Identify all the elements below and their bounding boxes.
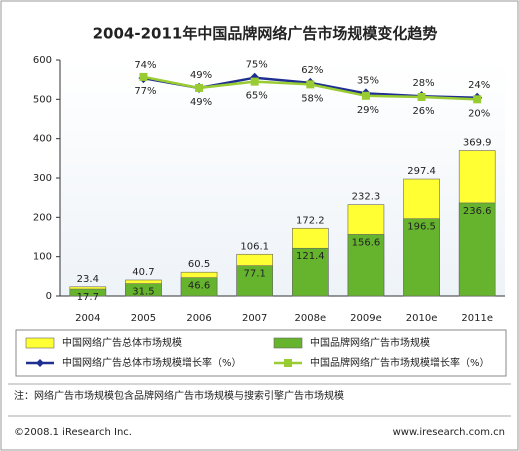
bar — [125, 283, 162, 297]
data-label: 77% — [134, 86, 156, 97]
x-tick-label: 2011e — [461, 313, 493, 324]
data-label: 49% — [190, 97, 212, 108]
data-label: 31.5 — [132, 287, 154, 298]
data-label: 60.5 — [188, 259, 210, 270]
marker — [473, 95, 482, 104]
marker — [195, 83, 204, 92]
data-label: 58% — [301, 93, 323, 104]
data-label: 28% — [412, 78, 434, 89]
note: 注：网络广告市场规模包含品牌网络广告市场规模与搜索引擎广告市场规模 — [14, 389, 344, 402]
data-label: 35% — [357, 75, 379, 86]
data-label: 196.5 — [407, 222, 436, 233]
y-tick-label: 300 — [33, 173, 52, 184]
data-label: 62% — [301, 65, 323, 76]
data-label: 156.6 — [352, 237, 381, 248]
legend-label: 中国网络广告总体市场规模增长率（%） — [62, 356, 242, 369]
data-label: 40.7 — [132, 267, 154, 278]
x-tick-label: 2009e — [350, 313, 382, 324]
bar — [403, 218, 440, 297]
legend-marker — [36, 359, 44, 367]
data-label: 75% — [246, 60, 268, 71]
data-label: 65% — [246, 91, 268, 102]
legend-swatch — [273, 337, 303, 349]
legend-box — [15, 329, 507, 377]
y-tick-label: 0 — [46, 291, 52, 302]
marker — [250, 77, 259, 86]
data-label: 232.3 — [352, 192, 381, 203]
legend-swatch — [25, 337, 55, 349]
data-label: 121.4 — [296, 251, 325, 262]
data-label: 369.9 — [463, 138, 492, 149]
y-tick-label: 200 — [33, 212, 52, 223]
y-tick-label: 500 — [33, 94, 52, 105]
marker — [306, 80, 315, 89]
data-label: 74% — [134, 60, 156, 71]
data-label: 46.6 — [188, 281, 210, 292]
data-label: 20% — [468, 108, 490, 119]
legend-label: 中国品牌网络广告市场规模 — [310, 336, 430, 349]
x-tick-label: 2008e — [295, 313, 327, 324]
bar — [458, 202, 496, 297]
legend-label: 中国品牌网络广告市场规模增长率（%） — [310, 356, 490, 369]
bar — [69, 288, 107, 297]
data-label: 106.1 — [240, 241, 269, 252]
data-label: 17.7 — [77, 292, 99, 303]
x-tick-label: 2005 — [131, 313, 156, 324]
data-label: 23.4 — [77, 274, 99, 285]
data-label: 236.6 — [463, 206, 492, 217]
x-tick-label: 2007 — [242, 313, 267, 324]
bar — [347, 234, 385, 297]
website: www.iresearch.com.cn — [393, 427, 505, 438]
marker — [361, 91, 370, 100]
marker — [139, 72, 148, 81]
x-tick-label: 2006 — [186, 313, 211, 324]
data-label: 29% — [357, 105, 379, 116]
chart-title: 2004-2011年中国品牌网络广告市场规模变化趋势 — [93, 25, 438, 43]
data-label: 49% — [190, 70, 212, 81]
y-tick-label: 400 — [33, 134, 52, 145]
y-tick-label: 600 — [33, 55, 52, 66]
y-tick-label: 100 — [33, 252, 52, 263]
x-tick-label: 2004 — [75, 313, 100, 324]
source: ©2008.1 iResearch Inc. — [14, 427, 132, 438]
bar — [236, 265, 273, 297]
data-label: 26% — [412, 106, 434, 117]
bar — [180, 277, 218, 297]
x-tick-label: 2010e — [406, 313, 438, 324]
legend-label: 中国网络广告总体市场规模 — [62, 336, 182, 349]
bar — [292, 247, 329, 297]
data-label: 24% — [468, 80, 490, 91]
data-label: 297.4 — [407, 166, 436, 177]
legend-marker — [284, 359, 292, 367]
marker — [417, 92, 426, 101]
data-label: 77.1 — [244, 269, 266, 280]
data-label: 172.2 — [296, 215, 325, 226]
